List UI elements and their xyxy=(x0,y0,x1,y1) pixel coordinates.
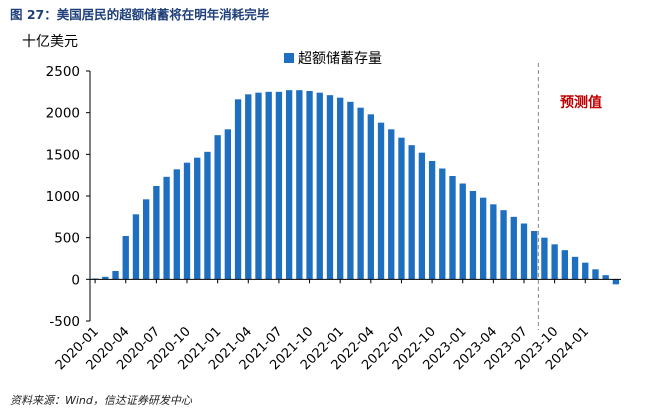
bar xyxy=(551,244,558,280)
bar xyxy=(479,197,487,280)
legend-swatch xyxy=(284,53,294,63)
bar xyxy=(520,223,528,280)
bar xyxy=(408,145,415,280)
bar xyxy=(592,269,599,280)
bar xyxy=(428,161,436,280)
bar xyxy=(367,114,374,280)
y-tick-label: 2500 xyxy=(46,64,80,80)
y-axis-label: 十亿美元 xyxy=(22,34,78,50)
bar xyxy=(143,199,150,280)
bar xyxy=(102,276,109,280)
bar xyxy=(122,236,129,280)
bar xyxy=(112,271,119,280)
bar xyxy=(214,135,221,280)
legend-label: 超额储蓄存量 xyxy=(298,51,382,67)
bar xyxy=(296,90,303,280)
bar xyxy=(265,91,272,280)
bar xyxy=(612,279,620,285)
y-tick-label: 1000 xyxy=(46,189,80,205)
bar xyxy=(531,231,538,280)
bar xyxy=(194,157,201,280)
bar xyxy=(541,237,548,280)
bar xyxy=(132,214,140,280)
bar xyxy=(449,176,456,280)
bar xyxy=(245,94,252,280)
y-tick-label: 2000 xyxy=(46,106,80,122)
bar xyxy=(234,99,242,280)
y-tick-label: 0 xyxy=(71,272,80,288)
bar xyxy=(153,186,160,280)
bar xyxy=(500,210,507,280)
bar xyxy=(255,92,262,280)
bar xyxy=(173,169,180,280)
bar xyxy=(224,129,232,280)
source-note: 资料来源：Wind，信达证券研发中心 xyxy=(10,394,192,407)
bar xyxy=(602,275,609,280)
bar xyxy=(490,204,497,280)
bar xyxy=(183,162,191,280)
bar xyxy=(204,151,211,280)
bar xyxy=(398,137,405,280)
bar xyxy=(582,262,589,280)
bar xyxy=(377,122,385,280)
bar xyxy=(561,250,568,280)
bar xyxy=(459,183,466,280)
bar xyxy=(316,92,323,280)
bar xyxy=(357,107,364,280)
bar xyxy=(439,168,446,280)
bar xyxy=(306,91,313,280)
bar xyxy=(285,90,293,280)
bar xyxy=(571,256,579,280)
y-tick-label: 1500 xyxy=(46,147,80,163)
y-tick-label: -500 xyxy=(49,314,80,330)
bar xyxy=(275,91,283,280)
bar xyxy=(418,152,426,280)
bar xyxy=(163,176,170,280)
bar xyxy=(347,101,354,280)
forecast-annotation: 预测值 xyxy=(560,94,602,111)
bar xyxy=(510,216,517,280)
bar xyxy=(326,95,334,280)
y-tick-label: 500 xyxy=(54,231,80,247)
figure-title: 图 27：美国居民的超额储蓄将在明年消耗完毕 xyxy=(10,7,270,22)
bar xyxy=(388,129,395,280)
bar xyxy=(337,97,344,280)
bar xyxy=(469,191,477,280)
